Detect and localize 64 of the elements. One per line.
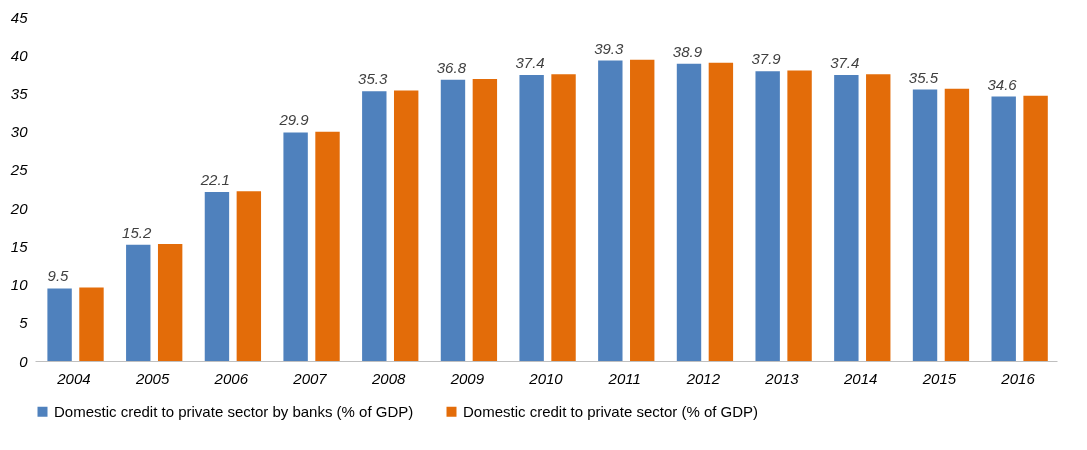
data-label: 22.1 xyxy=(199,171,230,189)
bar xyxy=(236,191,262,361)
x-tick-label: 2014 xyxy=(843,369,878,387)
bar xyxy=(787,70,812,361)
data-label: 37.9 xyxy=(751,50,782,68)
x-tick-label: 2005 xyxy=(134,369,170,387)
data-label: 38.9 xyxy=(672,42,703,60)
y-tick-label: 10 xyxy=(10,276,29,294)
y-tick-label: 20 xyxy=(9,199,29,217)
bar xyxy=(866,74,891,361)
data-label: 37.4 xyxy=(830,54,860,72)
y-tick-label: 25 xyxy=(9,161,29,179)
x-tick-label: 2016 xyxy=(1000,369,1036,387)
bar xyxy=(126,244,151,361)
data-label: 39.3 xyxy=(594,39,624,57)
bar xyxy=(79,287,104,361)
x-tick-label: 2006 xyxy=(213,369,249,387)
data-label: 15.2 xyxy=(122,223,152,241)
bar xyxy=(519,75,544,361)
data-label: 9.5 xyxy=(47,267,70,285)
data-label: 34.6 xyxy=(987,75,1018,93)
bar xyxy=(47,288,72,361)
y-tick-label: 30 xyxy=(10,123,29,141)
bar xyxy=(834,75,859,361)
bar xyxy=(283,132,308,361)
data-label: 35.3 xyxy=(358,70,388,88)
x-tick-label: 2007 xyxy=(292,369,328,387)
bar xyxy=(944,88,970,361)
y-tick-label: 15 xyxy=(10,237,29,255)
bar xyxy=(912,89,938,361)
y-tick-label: 5 xyxy=(19,314,29,332)
x-tick-label: 2011 xyxy=(607,369,641,387)
y-tick-label: 40 xyxy=(10,46,29,64)
data-label: 36.8 xyxy=(436,58,467,76)
bar xyxy=(676,63,702,361)
legend-label: Domestic credit to private sector by banks (% of GDP) xyxy=(54,402,414,420)
x-tick-label: 2009 xyxy=(449,369,485,387)
bar xyxy=(991,96,1016,361)
x-tick-label: 2013 xyxy=(764,369,800,387)
bar xyxy=(315,131,340,361)
legend-label: Domestic credit to private sector (% of GDP) xyxy=(463,402,759,420)
x-tick-label: 2008 xyxy=(370,369,406,387)
bar xyxy=(157,244,183,361)
data-label: 29.9 xyxy=(278,111,310,129)
bar xyxy=(393,90,419,361)
bar xyxy=(551,74,576,361)
bar xyxy=(472,78,498,361)
y-tick-label: 35 xyxy=(10,84,29,102)
y-tick-label: 0 xyxy=(19,352,29,370)
x-tick-label: 2004 xyxy=(56,369,91,387)
x-tick-label: 2012 xyxy=(685,369,721,387)
bar xyxy=(598,60,623,361)
x-tick-label: 2015 xyxy=(921,369,957,387)
y-tick-label: 45 xyxy=(10,8,29,26)
bar xyxy=(630,59,655,361)
bar xyxy=(440,79,466,361)
bar xyxy=(1023,95,1048,361)
bar xyxy=(755,71,780,361)
data-label: 35.5 xyxy=(908,68,939,86)
data-label: 37.4 xyxy=(515,54,545,72)
bar xyxy=(708,62,734,361)
bar xyxy=(204,192,230,361)
x-tick-label: 2010 xyxy=(528,369,564,387)
bar xyxy=(362,91,387,361)
